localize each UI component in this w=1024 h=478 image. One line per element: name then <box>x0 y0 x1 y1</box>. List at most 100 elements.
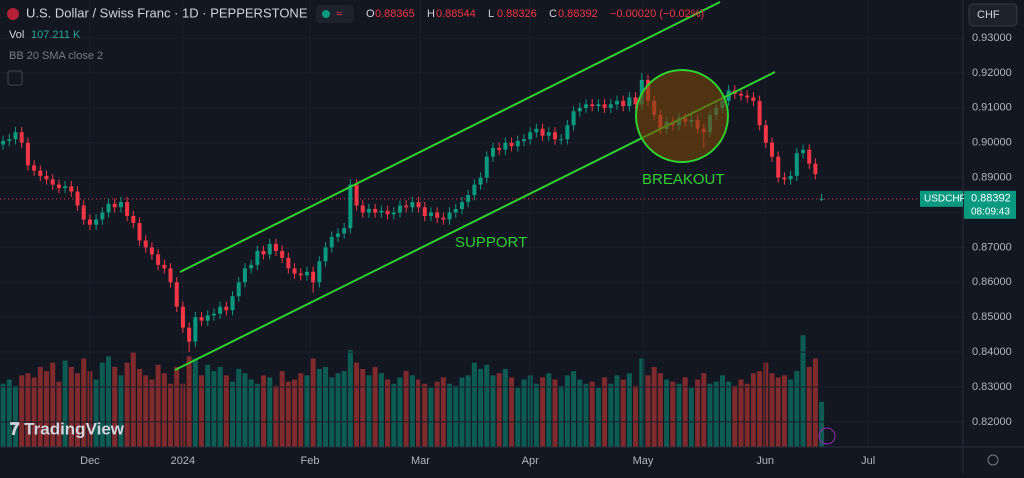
candle-body <box>422 207 427 216</box>
volume-bar <box>664 379 670 447</box>
volume-bar <box>552 379 558 447</box>
volume-bar <box>304 375 310 447</box>
y-tick-label: 0.82000 <box>972 416 1012 428</box>
candle-body <box>286 257 291 269</box>
volume-bar <box>682 377 688 447</box>
volume-bar <box>205 364 211 447</box>
volume-bar <box>378 373 384 447</box>
x-tick-label: Mar <box>411 455 430 467</box>
candle-body <box>515 140 520 147</box>
candle-body <box>528 132 533 140</box>
volume-bar <box>564 375 570 447</box>
volume-bar <box>254 383 260 447</box>
candle-body <box>813 163 818 175</box>
candle-body <box>614 100 619 105</box>
volume-bar <box>757 371 763 447</box>
breakout-circle <box>635 69 729 163</box>
volume-bar <box>19 375 25 447</box>
grid <box>0 198 963 200</box>
candle-body <box>559 139 564 141</box>
volume-bar <box>633 385 639 447</box>
candle-body <box>125 202 130 216</box>
volume-name: Vol <box>9 29 24 41</box>
volume-bar <box>273 385 279 447</box>
volume-bar <box>769 373 775 447</box>
change: −0.00020 (−0.02%) <box>610 8 704 20</box>
candle-body <box>459 202 464 210</box>
volume-bar <box>657 373 663 447</box>
x-tick-label: 2024 <box>171 455 195 467</box>
countdown-label: 08:09:43 <box>971 206 1010 217</box>
currency-button[interactable] <box>968 3 1018 27</box>
settings-icon[interactable] <box>987 454 999 466</box>
candle-body <box>540 128 545 136</box>
candle-body <box>168 268 173 283</box>
toggle-button[interactable] <box>316 5 354 23</box>
volume-bar <box>558 385 564 447</box>
candle-body <box>87 219 92 225</box>
volume-bar <box>496 373 502 447</box>
volume-bar <box>509 377 515 447</box>
volume-bar <box>242 373 248 447</box>
candle-body <box>100 212 105 220</box>
candle-body <box>807 149 812 164</box>
alert-icon[interactable] <box>818 427 836 445</box>
candle-body <box>69 186 74 192</box>
volume-bar <box>335 373 341 447</box>
candle-body <box>162 264 167 269</box>
ohlc-value: 0.88544 <box>436 8 476 20</box>
volume-bar <box>521 379 527 447</box>
price-tag-label: 0.88392 <box>971 193 1011 205</box>
candle-body <box>298 273 303 276</box>
candle-body <box>379 210 384 213</box>
candle-body <box>366 209 371 213</box>
volume-bar <box>292 379 298 447</box>
candle-body <box>13 132 18 140</box>
volume-bar <box>484 364 490 447</box>
volume-bar <box>50 362 56 447</box>
candle-body <box>255 250 260 265</box>
volume-bar <box>806 366 812 447</box>
breakout-label: BREAKOUT <box>642 171 725 188</box>
volume-bar <box>248 379 254 447</box>
drawings: SUPPORT BREAKOUT <box>174 1 776 371</box>
candle-body <box>534 128 539 133</box>
volume-bar <box>763 362 769 447</box>
volume-bar <box>595 387 601 447</box>
candle-body <box>583 104 588 108</box>
candle-body <box>156 254 161 265</box>
volume-bar <box>812 358 818 447</box>
volume-bar <box>670 381 676 447</box>
candle-body <box>323 247 328 262</box>
volume-bar <box>56 381 62 447</box>
candle-body <box>801 149 806 154</box>
volume-bar <box>149 379 155 447</box>
candle-body <box>44 175 49 180</box>
candle-body <box>819 198 824 200</box>
volume-bar <box>639 358 645 447</box>
candle-body <box>745 95 750 98</box>
y-tick-label: 0.90000 <box>972 137 1012 149</box>
candle-body <box>602 104 607 108</box>
candle-body <box>75 191 80 206</box>
candle-body <box>763 125 768 143</box>
ohlc-value: 0.88392 <box>558 8 598 20</box>
collapse-button[interactable] <box>7 70 23 86</box>
volume-bar <box>155 364 161 447</box>
volume-bar <box>192 358 198 447</box>
ohlc-letter: L <box>488 8 494 20</box>
candle-body <box>472 184 477 196</box>
volume-bar <box>688 387 694 447</box>
candle-body <box>490 147 495 157</box>
candle-body <box>317 261 322 283</box>
volume-bar <box>137 368 143 447</box>
candle-body <box>273 243 278 251</box>
volume-bar <box>502 368 508 447</box>
volume-bar <box>6 379 12 447</box>
candle-body <box>56 184 61 189</box>
candle-body <box>261 250 266 255</box>
volume-bar <box>732 385 738 447</box>
volume-bar <box>75 373 81 447</box>
volume-bar <box>533 383 539 447</box>
candle-body <box>397 205 402 213</box>
